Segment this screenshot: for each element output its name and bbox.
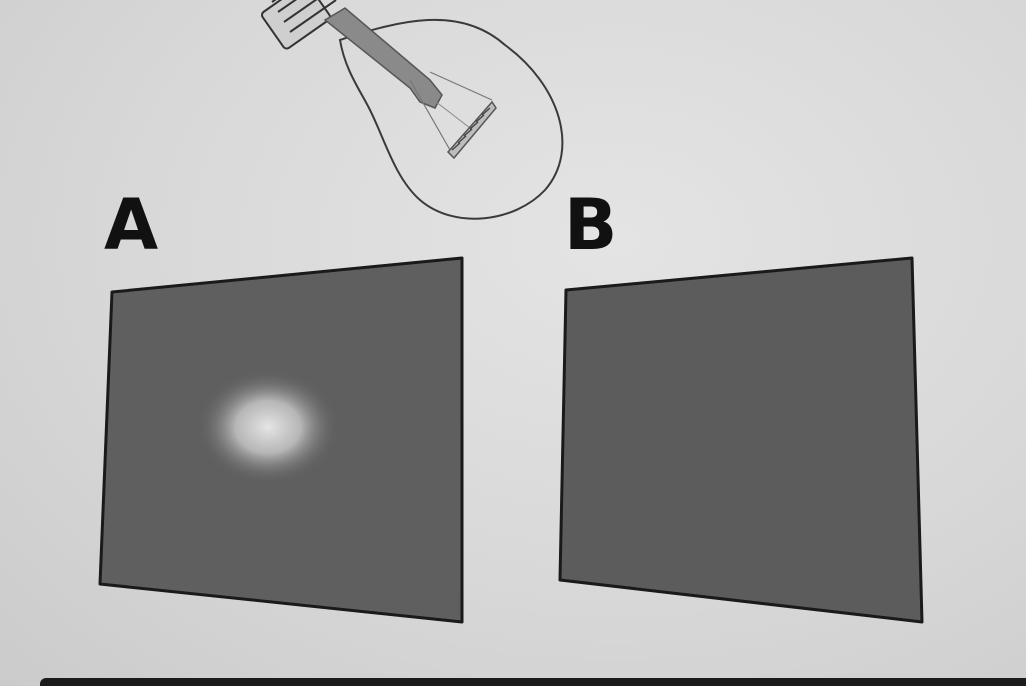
label-a: A [104, 190, 158, 260]
screen-b [560, 258, 922, 622]
bulb-screw-base [260, 0, 336, 50]
label-b: B [564, 190, 617, 260]
light-bulb-icon [260, 0, 562, 219]
bottom-edge-shadow [40, 678, 1026, 686]
light-spot [196, 369, 340, 485]
screen-a [100, 258, 462, 622]
